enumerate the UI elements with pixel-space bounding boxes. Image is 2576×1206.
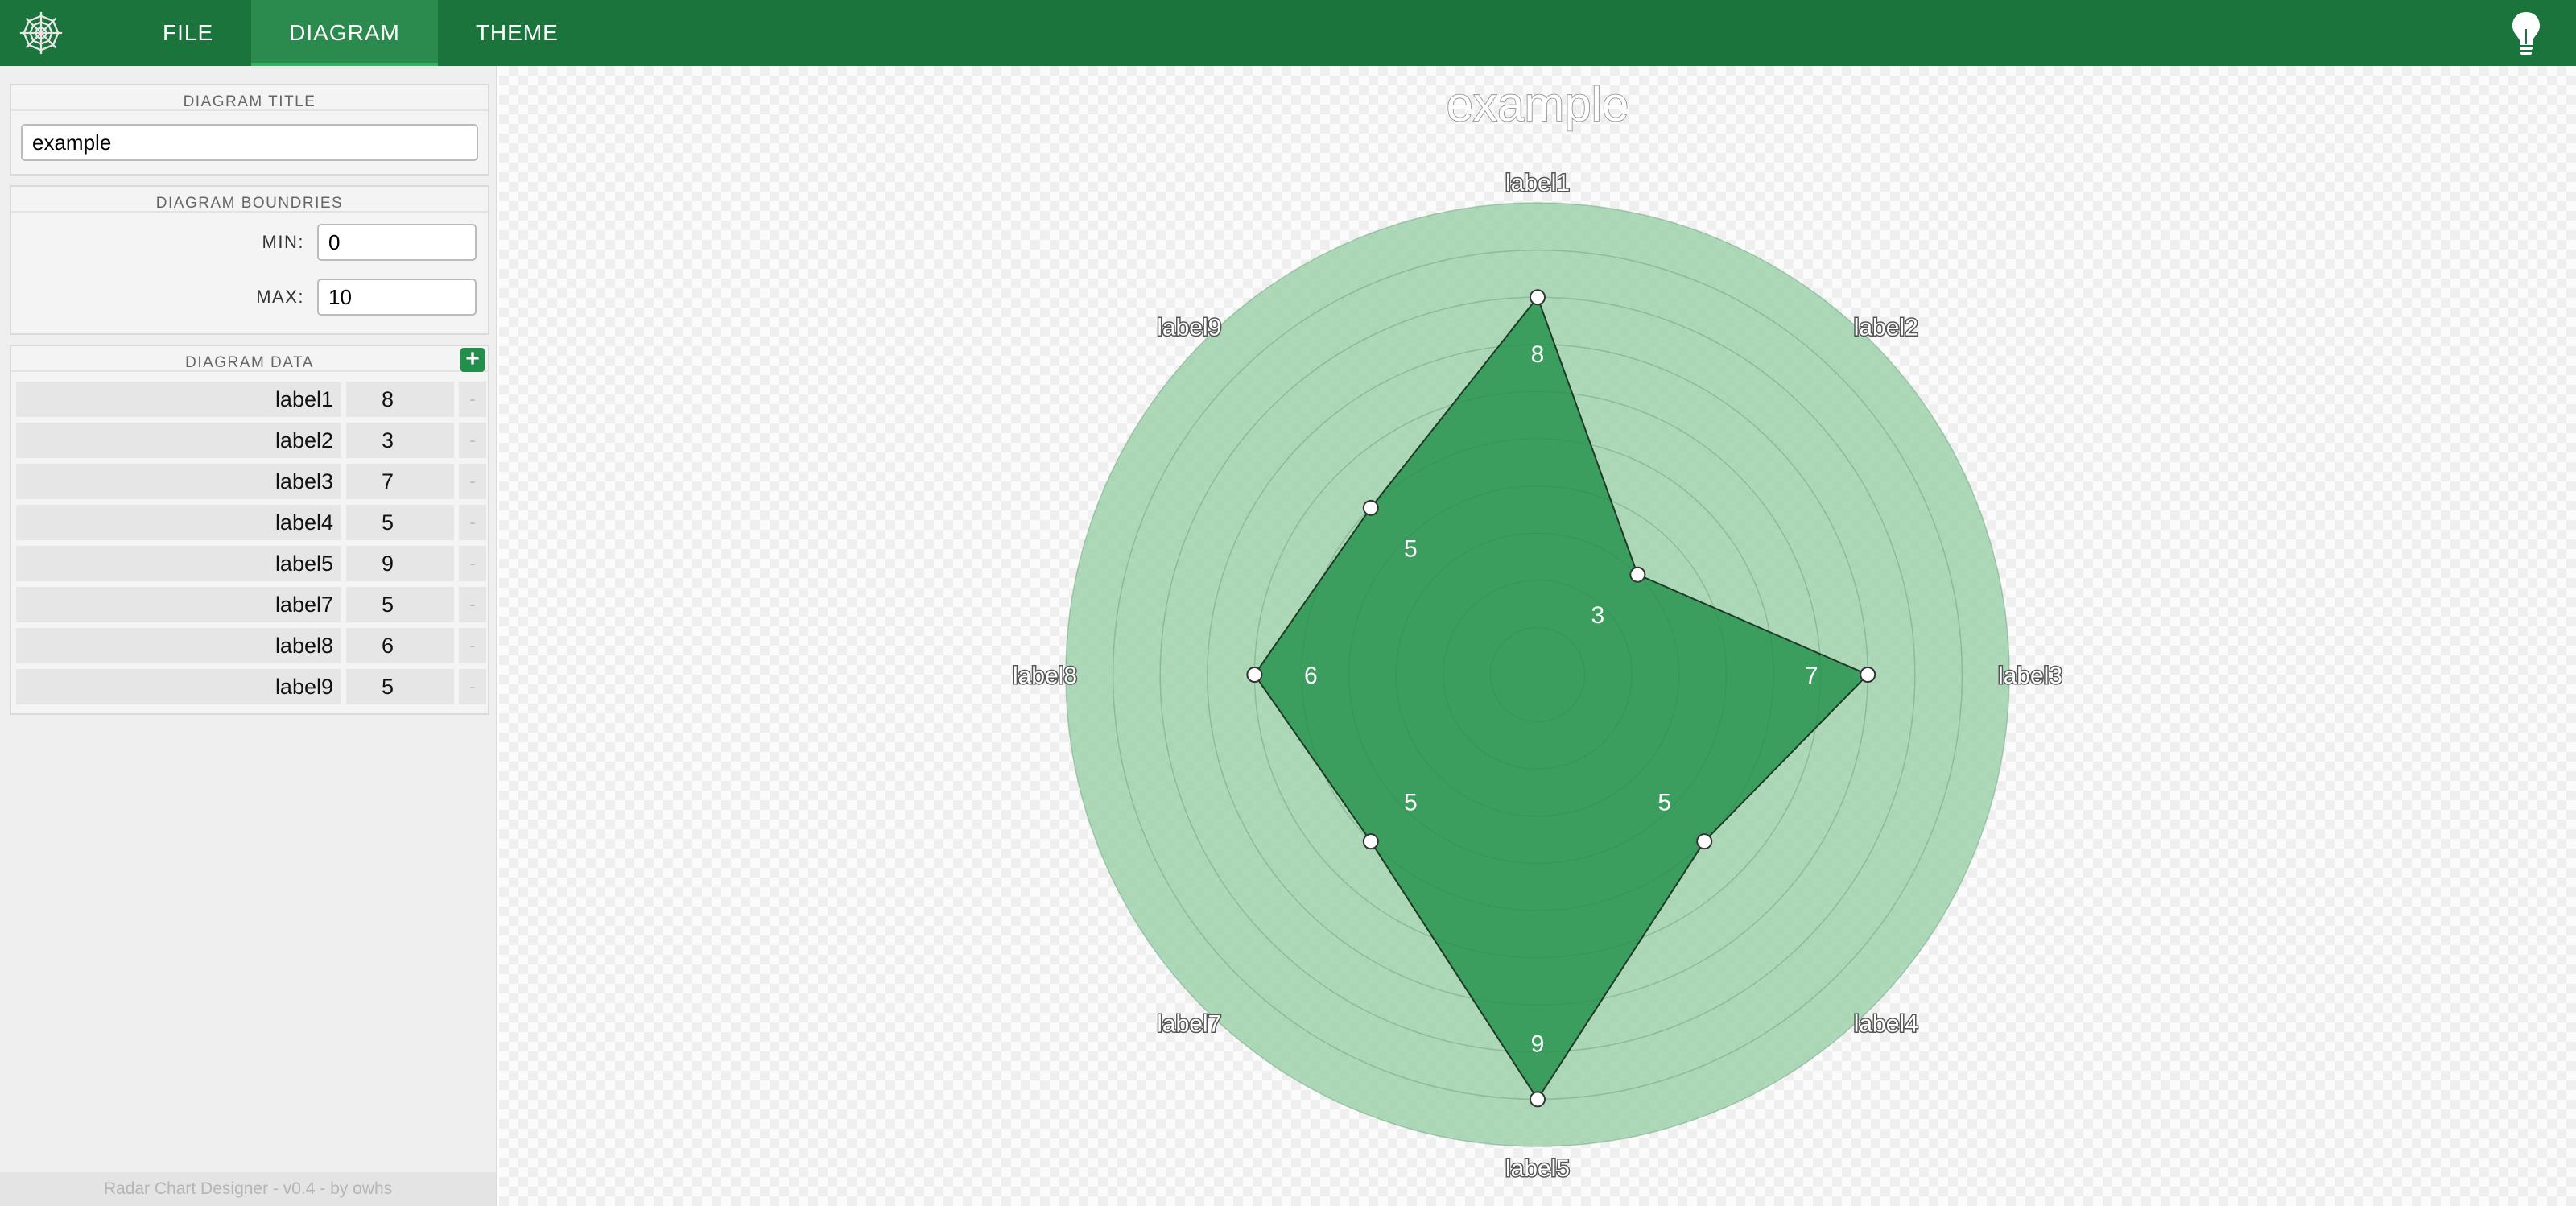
chart-canvas: example 8 3 7 5 9 5 6 5 label1 label2 label3 label4 l… bbox=[499, 66, 2576, 1206]
data-row: label5 9 - bbox=[16, 546, 486, 581]
diagram-data-panel: DIAGRAM DATA + label1 8 - label2 3 - lab… bbox=[10, 345, 489, 715]
data-point bbox=[1362, 499, 1379, 516]
chart-title: example bbox=[1447, 77, 1629, 131]
data-point bbox=[1530, 289, 1546, 306]
remove-row-button[interactable]: - bbox=[459, 382, 486, 417]
axis-label: label4 bbox=[1854, 1011, 1918, 1038]
panel-heading: DIAGRAM DATA bbox=[11, 346, 488, 372]
axis-label: label1 bbox=[1505, 170, 1570, 196]
data-row: label7 5 - bbox=[16, 587, 486, 622]
data-value-field[interactable]: 9 bbox=[346, 546, 454, 581]
value-label: 5 bbox=[1404, 535, 1418, 562]
data-label-field[interactable]: label1 bbox=[16, 382, 341, 417]
grid-ring bbox=[1065, 202, 2010, 1147]
data-point bbox=[1362, 833, 1379, 850]
data-value-field[interactable]: 5 bbox=[346, 505, 454, 540]
diagram-boundaries-panel: DIAGRAM BOUNDRIES MIN: MAX: bbox=[10, 185, 489, 335]
axis-label: label3 bbox=[1998, 663, 2062, 689]
panel-heading: DIAGRAM BOUNDRIES bbox=[11, 187, 488, 213]
max-row: MAX: bbox=[11, 279, 491, 316]
data-point bbox=[1246, 667, 1263, 683]
menu-file[interactable]: FILE bbox=[163, 20, 214, 45]
radar-chart: example 8 3 7 5 9 5 6 5 label1 label2 label3 label4 l… bbox=[1011, 76, 2063, 1183]
remove-row-button[interactable]: - bbox=[459, 464, 486, 499]
spider-web-icon[interactable] bbox=[18, 10, 64, 56]
data-value-field[interactable]: 5 bbox=[346, 669, 454, 704]
footer-credit: Radar Chart Designer - v0.4 - by owhs bbox=[0, 1172, 496, 1206]
data-label-field[interactable]: label7 bbox=[16, 587, 341, 622]
data-value-field[interactable]: 5 bbox=[346, 587, 454, 622]
data-label-field[interactable]: label3 bbox=[16, 464, 341, 499]
data-value-field[interactable]: 8 bbox=[346, 382, 454, 417]
data-row: label1 8 - bbox=[16, 382, 486, 417]
axis-label: label2 bbox=[1854, 314, 1918, 341]
max-label: MAX: bbox=[256, 287, 304, 307]
diagram-title-input[interactable] bbox=[21, 124, 478, 161]
data-point bbox=[1860, 667, 1876, 683]
top-menu-bar: FILE DIAGRAM THEME bbox=[0, 0, 2576, 66]
data-point bbox=[1629, 566, 1646, 583]
data-value-field[interactable]: 3 bbox=[346, 423, 454, 458]
remove-row-button[interactable]: - bbox=[459, 628, 486, 663]
axis-label: label7 bbox=[1157, 1011, 1221, 1038]
remove-row-button[interactable]: - bbox=[459, 669, 486, 704]
add-row-button[interactable]: + bbox=[460, 347, 485, 372]
value-label: 7 bbox=[1805, 663, 1818, 689]
data-value-field[interactable]: 6 bbox=[346, 628, 454, 663]
value-label: 3 bbox=[1591, 602, 1604, 629]
data-label-field[interactable]: label4 bbox=[16, 505, 341, 540]
panel-heading: DIAGRAM TITLE bbox=[11, 85, 488, 111]
lightbulb-icon[interactable] bbox=[2510, 10, 2542, 58]
remove-row-button[interactable]: - bbox=[459, 423, 486, 458]
data-label-field[interactable]: label9 bbox=[16, 669, 341, 704]
data-row: label9 5 - bbox=[16, 669, 486, 704]
remove-row-button[interactable]: - bbox=[459, 546, 486, 581]
max-input[interactable] bbox=[317, 279, 477, 316]
data-point bbox=[1530, 1091, 1546, 1108]
data-label-field[interactable]: label2 bbox=[16, 423, 341, 458]
value-label: 9 bbox=[1531, 1030, 1545, 1057]
remove-row-button[interactable]: - bbox=[459, 587, 486, 622]
value-label: 5 bbox=[1404, 790, 1418, 816]
data-row: label8 6 - bbox=[16, 628, 486, 663]
min-row: MIN: bbox=[11, 224, 491, 261]
data-label-field[interactable]: label5 bbox=[16, 546, 341, 581]
min-label: MIN: bbox=[262, 232, 304, 252]
data-row: label4 5 - bbox=[16, 505, 486, 540]
axis-label: label5 bbox=[1505, 1155, 1570, 1182]
axis-label: label8 bbox=[1013, 663, 1077, 689]
menu-theme[interactable]: THEME bbox=[475, 20, 559, 45]
main-menu: FILE DIAGRAM THEME bbox=[125, 0, 597, 66]
value-label: 5 bbox=[1657, 790, 1671, 816]
axis-label: label9 bbox=[1157, 314, 1221, 341]
data-row: label3 7 - bbox=[16, 464, 486, 499]
remove-row-button[interactable]: - bbox=[459, 505, 486, 540]
diagram-title-panel: DIAGRAM TITLE bbox=[10, 84, 489, 176]
data-value-field[interactable]: 7 bbox=[346, 464, 454, 499]
menu-diagram[interactable]: DIAGRAM bbox=[251, 0, 438, 66]
data-label-field[interactable]: label8 bbox=[16, 628, 341, 663]
data-point bbox=[1696, 833, 1713, 850]
sidebar: DIAGRAM TITLE DIAGRAM BOUNDRIES MIN: MAX… bbox=[0, 66, 497, 1206]
value-label: 6 bbox=[1304, 663, 1318, 689]
data-row: label2 3 - bbox=[16, 423, 486, 458]
value-label: 8 bbox=[1531, 341, 1545, 368]
min-input[interactable] bbox=[317, 224, 477, 261]
